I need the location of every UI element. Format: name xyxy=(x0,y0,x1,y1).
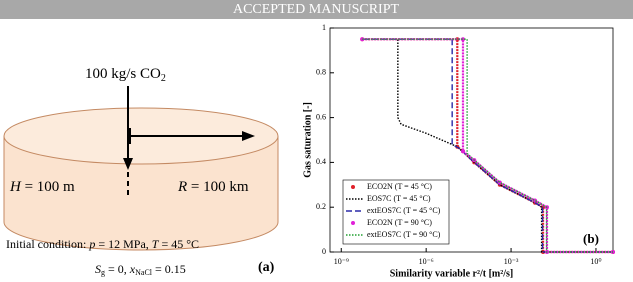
y-axis-label: Gas saturation [-] xyxy=(302,102,313,178)
legend-marker xyxy=(351,185,355,189)
y-tick-label: 0.8 xyxy=(316,68,326,77)
plot-area xyxy=(329,27,614,253)
condition-line2: Sg = 0, xNaCl = 0.15 xyxy=(95,262,186,277)
condition-line1: Initial condition: p = 12 MPa, T = 45 °C xyxy=(6,237,199,251)
x-tick-label: 10⁻³ xyxy=(504,257,519,266)
cylinder-body xyxy=(3,136,279,251)
panel-label: (b) xyxy=(583,231,599,246)
legend-box xyxy=(342,179,450,245)
series-line xyxy=(362,38,613,253)
x-tick-label: 10⁻⁶ xyxy=(419,257,434,266)
y-tick-label: 0.6 xyxy=(316,112,326,121)
data-point xyxy=(460,37,465,42)
diagram: 100 kg/s CO2 H = 100 m R = 100 km Initia… xyxy=(3,66,279,277)
radius-label: R = 100 km xyxy=(177,179,249,195)
legend-marker xyxy=(351,221,355,225)
legend-label: EOS7C (T = 45 °C) xyxy=(367,194,431,203)
y-tick-label: 1 xyxy=(322,23,326,32)
legend: ECO2N (T = 45 °C) EOS7C (T = 45 °C) extEOS… xyxy=(342,179,450,245)
series-line xyxy=(362,38,613,253)
x-axis-label: Similarity variable r²/t [m²/s] xyxy=(390,268,513,279)
legend-label: ECO2N (T = 90 °C) xyxy=(367,218,432,227)
y-tick-label: 0 xyxy=(322,247,326,256)
x-tick-label: 10⁻⁹ xyxy=(334,257,349,266)
legend-label: extEOS7C (T = 90 °C) xyxy=(367,230,441,239)
legend-label: ECO2N (T = 45 °C) xyxy=(367,182,432,191)
height-label: H = 100 m xyxy=(9,179,75,195)
arrow-head xyxy=(123,158,133,170)
header: ACCEPTED MANUSCRIPT xyxy=(233,2,400,17)
series-line xyxy=(362,38,613,253)
header-bar xyxy=(0,0,633,19)
x-tick-label: 10⁰ xyxy=(590,257,601,266)
data-point xyxy=(460,149,465,154)
y-tick-label: 0.4 xyxy=(316,157,326,166)
injection-label: 100 kg/s CO2 xyxy=(85,66,166,84)
legend-label: extEOS7C (T = 45 °C) xyxy=(367,206,441,215)
panel-label: (a) xyxy=(258,260,275,275)
y-tick-label: 0.2 xyxy=(316,202,326,211)
arrow-head xyxy=(242,131,255,141)
